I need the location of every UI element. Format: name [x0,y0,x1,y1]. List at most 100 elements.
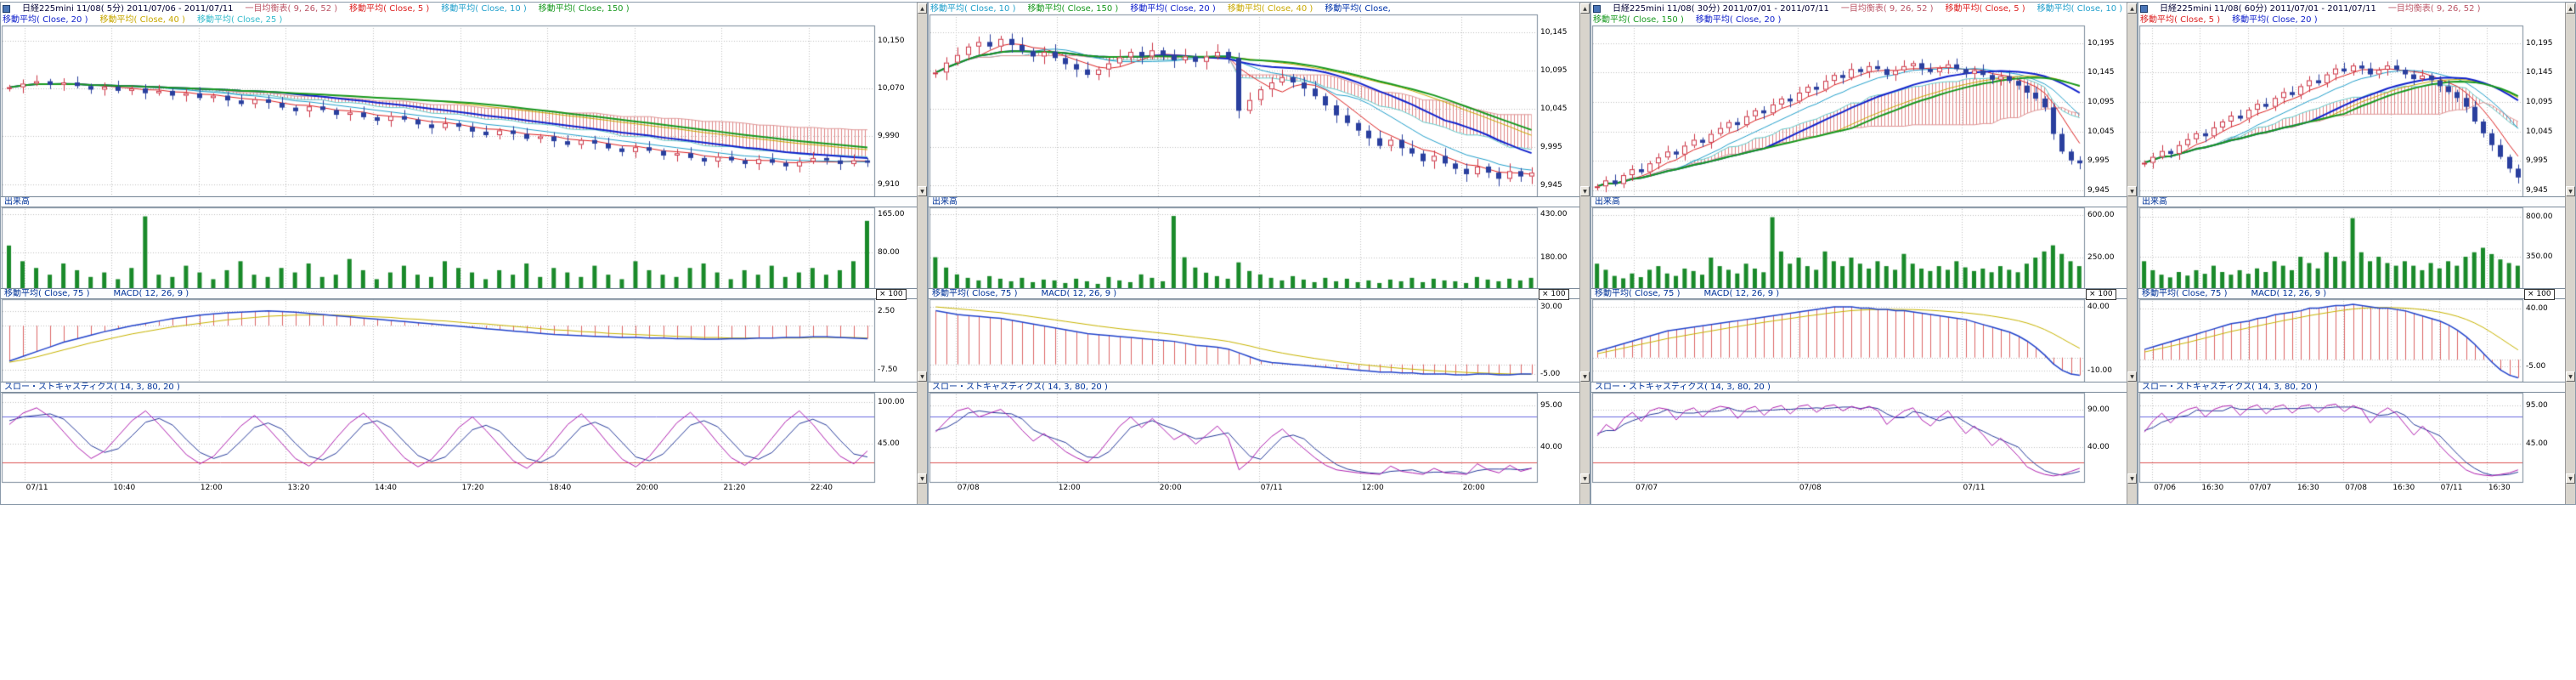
vertical-scrollbar[interactable]: ▲ ▼ ▼ ▼ [1579,3,1590,504]
scroll-up-button[interactable]: ▲ [918,3,927,14]
legend-item: 移動平均( Close, 150 ) [1593,15,1684,25]
macd-pane-collapse-button[interactable]: ▼ [2566,371,2575,382]
price-pane-collapse-button[interactable]: ▼ [2566,186,2575,196]
time-axis-label: 07/08 [1799,484,1822,492]
time-axis-label: 20:00 [1159,484,1182,492]
price-axis-label: 9,995 [2087,156,2110,165]
price-pane-collapse-button[interactable]: ▼ [2127,186,2137,196]
time-axis-label: 07/07 [2249,484,2272,492]
scroll-up-button[interactable]: ▲ [1580,3,1590,14]
time-axis-label: 10:40 [113,484,136,492]
scroll-down-button[interactable]: ▼ [1580,473,1590,484]
time-axis-label: 07/07 [1635,484,1658,492]
volume-label: 出来高 [4,197,30,207]
stochastics-axis-label: 40.00 [1540,443,1562,451]
scroll-down-button[interactable]: ▼ [2566,473,2575,484]
chart-window-icon [2140,5,2148,13]
chart-canvas[interactable] [2138,3,2575,504]
macd-axis-label: -5.00 [1540,370,1561,378]
chart-canvas[interactable] [1,3,927,504]
price-axis-label: 10,045 [2526,128,2553,136]
price-axis-label: 10,145 [2526,68,2553,76]
chart-canvas[interactable] [929,3,1590,504]
stochastics-label: スロー・ストキャスティクス( 14, 3, 80, 20 ) [932,382,1108,392]
chart-canvas[interactable] [1591,3,2137,504]
chart-header-line2: 移動平均( Close, 5 ) 移動平均( Close, 20 ) [2140,14,2563,26]
time-axis-label: 20:00 [1462,484,1485,492]
stochastics-label: スロー・ストキャスティクス( 14, 3, 80, 20 ) [4,382,180,392]
macd-axis-label: 40.00 [2087,303,2110,311]
macd-axis-label: 30.00 [1540,303,1562,311]
volume-axis-label: 600.00 [2087,211,2115,219]
legend-item: 一目均衡表( 9, 26, 52 ) [2387,4,2481,14]
legend-item: 移動平均( Close, 20 ) [1695,15,1782,25]
multiplier-badge: × 100 [2086,289,2116,300]
time-axis-label: 12:00 [1058,484,1081,492]
volume-axis-label: 800.00 [2526,212,2553,221]
time-axis-label: 12:00 [1361,484,1384,492]
legend-item: 一目均衡表( 9, 26, 52 ) [245,4,338,14]
time-axis-label: 07/08 [957,484,980,492]
price-axis-label: 10,095 [2526,98,2553,106]
price-axis-label: 9,990 [878,132,900,140]
volume-label: 出来高 [2142,197,2167,207]
price-pane-collapse-button[interactable]: ▼ [918,186,927,196]
stochastics-axis-label: 45.00 [878,439,900,448]
chart-window: 日経225mini 11/08( 5分) 2011/07/06 - 2011/0… [0,2,928,505]
legend-item: 移動平均( Close, 150 ) [538,4,630,14]
price-axis-label: 10,070 [878,84,905,93]
chart-window: 日経225mini 11/08( 30分) 2011/07/01 - 2011/… [1590,2,2138,505]
chart-window-icon [3,5,10,13]
legend-item: 移動平均( Close, 5 ) [349,4,430,14]
stochastics-label: スロー・ストキャスティクス( 14, 3, 80, 20 ) [2142,382,2318,392]
chart-window: 日経225mini 11/08( 60分) 2011/07/01 - 2011/… [2138,2,2576,505]
time-axis-label: 16:30 [2392,484,2415,492]
multiplier-badge: × 100 [2524,289,2555,300]
time-axis-label: 07/11 [2440,484,2463,492]
stochastics-axis-label: 40.00 [2087,443,2110,451]
vertical-scrollbar[interactable]: ▲ ▼ ▼ ▼ [2565,3,2575,504]
price-axis-label: 10,095 [2087,98,2115,106]
stochastics-pane-header: スロー・ストキャスティクス( 14, 3, 80, 20 ) [1,382,917,393]
time-axis-label: 07/06 [2154,484,2176,492]
chart-title: 日経225mini 11/08( 30分) 2011/07/01 - 2011/… [1613,4,1829,14]
price-pane-collapse-button[interactable]: ▼ [1580,186,1590,196]
volume-pane-header: 出来高 [2138,196,2565,207]
chart-title: 日経225mini 11/08( 5分) 2011/07/06 - 2011/0… [22,4,234,14]
price-axis-label: 10,095 [1540,66,1568,75]
chart-header: 日経225mini 11/08( 5分) 2011/07/06 - 2011/0… [3,3,915,14]
scroll-down-button[interactable]: ▼ [918,473,927,484]
macd-pane-collapse-button[interactable]: ▼ [2127,371,2137,382]
time-axis-label: 16:30 [2296,484,2319,492]
time-axis-label: 17:20 [461,484,484,492]
legend-item: 移動平均( Close, 150 ) [1027,4,1119,14]
legend-item: 移動平均( Close, 20 ) [2232,15,2318,25]
time-axis-label: 22:40 [811,484,833,492]
time-axis-label: 20:00 [636,484,658,492]
macd-pane-collapse-button[interactable]: ▼ [918,371,927,382]
legend-item: 移動平均( Close, 5 ) [1945,4,2025,14]
scroll-up-button[interactable]: ▲ [2127,3,2137,14]
stochastics-axis-label: 100.00 [878,398,905,406]
volume-label: 出来高 [932,197,958,207]
legend-item: 移動平均( Close, 40 ) [1227,4,1313,14]
price-axis-label: 10,195 [2087,39,2115,48]
vertical-scrollbar[interactable]: ▲ ▼ ▼ ▼ [2127,3,2137,504]
scroll-up-button[interactable]: ▲ [2566,3,2575,14]
macd-axis-label: -7.50 [878,366,898,374]
macd-label: 移動平均( Close, 75 ) [4,289,90,298]
macd-label: 移動平均( Close, 75 ) [1595,289,1681,298]
scroll-down-button[interactable]: ▼ [2127,473,2137,484]
vertical-scrollbar[interactable]: ▲ ▼ ▼ ▼ [917,3,927,504]
time-axis-label: 07/08 [2345,484,2367,492]
time-axis-label: 16:30 [2201,484,2224,492]
price-axis-label: 10,195 [2526,39,2553,48]
legend-item: 移動平均( Close, 20 ) [3,15,88,25]
price-axis-label: 9,995 [1540,143,1562,151]
volume-axis-label: 180.00 [1540,253,1568,262]
stochastics-pane-header: スロー・ストキャスティクス( 14, 3, 80, 20 ) [2138,382,2565,393]
macd-pane-collapse-button[interactable]: ▼ [1580,371,1590,382]
macd-pane-header: 移動平均( Close, 75 ) MACD( 12, 26, 9 ) [2138,288,2565,299]
stochastics-label: スロー・ストキャスティクス( 14, 3, 80, 20 ) [1595,382,1771,392]
